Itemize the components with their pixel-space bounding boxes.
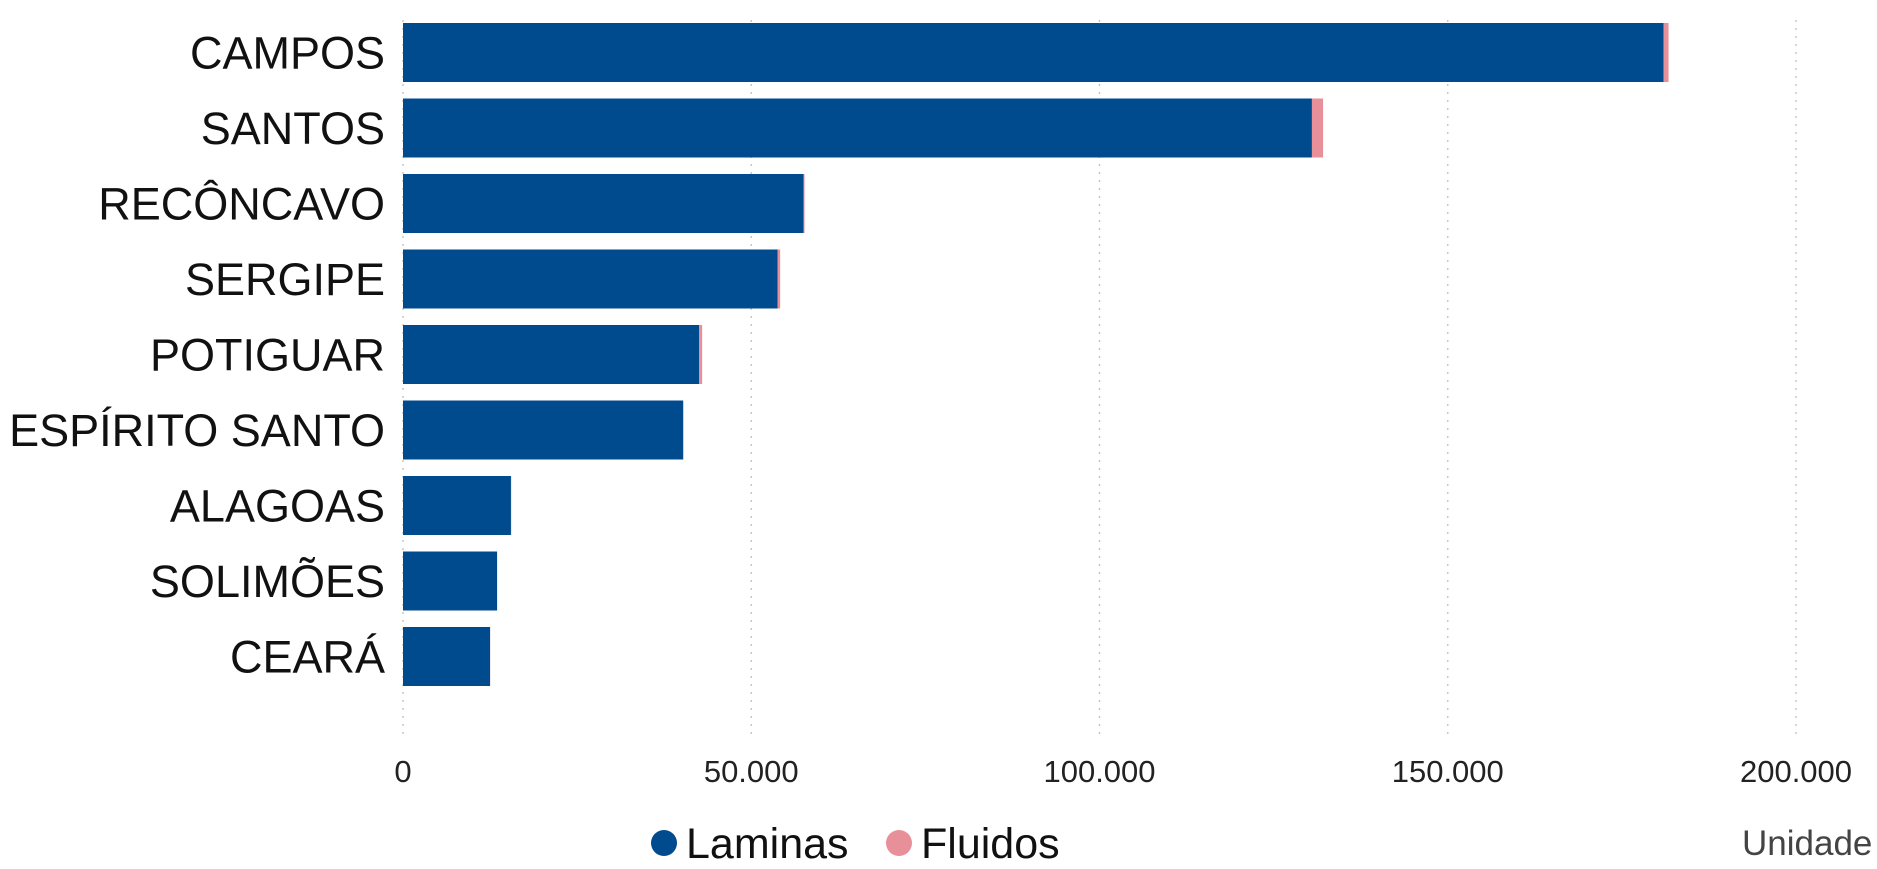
bar-fluidos-4 — [699, 325, 703, 384]
bar-laminas-5 — [403, 400, 683, 460]
category-label: POTIGUAR — [150, 330, 385, 381]
legend: Laminas Fluidos — [651, 820, 1060, 868]
bar-fluidos-0 — [1663, 23, 1669, 82]
bar-fluidos-5 — [682, 400, 684, 460]
bar-laminas-1 — [403, 98, 1312, 158]
legend-marker-laminas — [651, 830, 677, 856]
bar-laminas-8 — [403, 627, 491, 686]
category-label: CAMPOS — [190, 28, 385, 79]
bar-fluidos-1 — [1311, 98, 1324, 158]
legend-label-fluidos: Fluidos — [921, 820, 1060, 868]
category-label: SERGIPE — [185, 254, 385, 305]
unit-label: Unidade — [1742, 824, 1872, 863]
bar-laminas-3 — [403, 249, 778, 309]
x-tick-label: 0 — [394, 754, 411, 789]
category-labels: CAMPOS SANTOS RECÔNCAVO SERGIPE POTIGUAR ESPÍ… — [9, 28, 385, 683]
category-label: SANTOS — [201, 103, 385, 154]
category-label: SOLIMÕES — [150, 556, 385, 607]
x-tick-label: 150.000 — [1392, 754, 1504, 789]
category-label: ALAGOAS — [170, 481, 385, 532]
x-tick-label: 200.000 — [1740, 754, 1852, 789]
bar-laminas-2 — [403, 174, 804, 233]
bars — [403, 23, 1669, 686]
x-tick-label: 50.000 — [704, 754, 799, 789]
bar-fluidos-3 — [777, 249, 781, 309]
legend-label-laminas: Laminas — [686, 820, 849, 868]
category-label: RECÔNCAVO — [98, 179, 385, 230]
category-label: ESPÍRITO SANTO — [9, 405, 385, 456]
bar-laminas-4 — [403, 325, 700, 384]
bar-fluidos-2 — [803, 174, 805, 233]
legend-marker-fluidos — [886, 830, 912, 856]
bar-laminas-7 — [403, 551, 498, 611]
bar-laminas-0 — [403, 23, 1664, 82]
x-tick-labels: 0 50.000 100.000 150.000 200.000 — [394, 754, 1852, 789]
x-tick-label: 100.000 — [1043, 754, 1155, 789]
bar-laminas-6 — [403, 476, 511, 535]
category-label: CEARÁ — [230, 632, 385, 683]
